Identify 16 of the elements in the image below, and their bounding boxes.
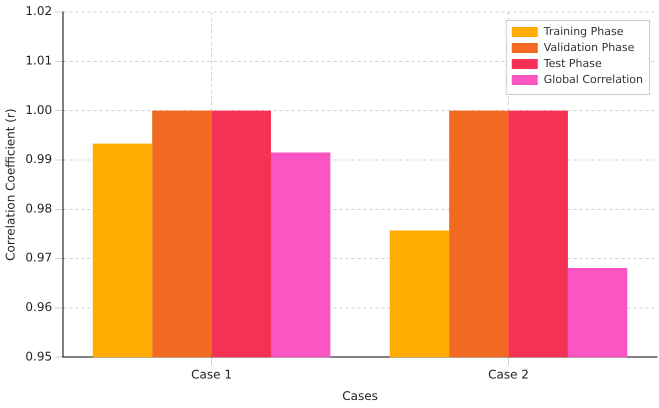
y-tick-label: 0.97 [25,250,52,265]
legend-label: Test Phase [542,56,602,70]
legend-label: Global Correlation [544,72,644,86]
y-tick-label: 1.01 [25,53,52,68]
x-tick-label: Case 2 [488,368,529,382]
y-tick-label: 1.00 [25,102,52,117]
y-tick-label: 0.95 [25,349,52,364]
legend-label: Training Phase [542,24,624,38]
y-tick-label: 0.98 [25,201,52,216]
y-axis-title: Correlation Coefficient (r) [3,108,18,261]
y-tick-label: 0.96 [25,300,52,314]
y-tick-label: 1.02 [25,4,52,18]
legend-label: Validation Phase [544,40,635,54]
x-axis-title: Cases [342,388,378,403]
y-tick-label: 0.99 [25,152,52,166]
x-tick-label: Case 1 [191,368,232,382]
